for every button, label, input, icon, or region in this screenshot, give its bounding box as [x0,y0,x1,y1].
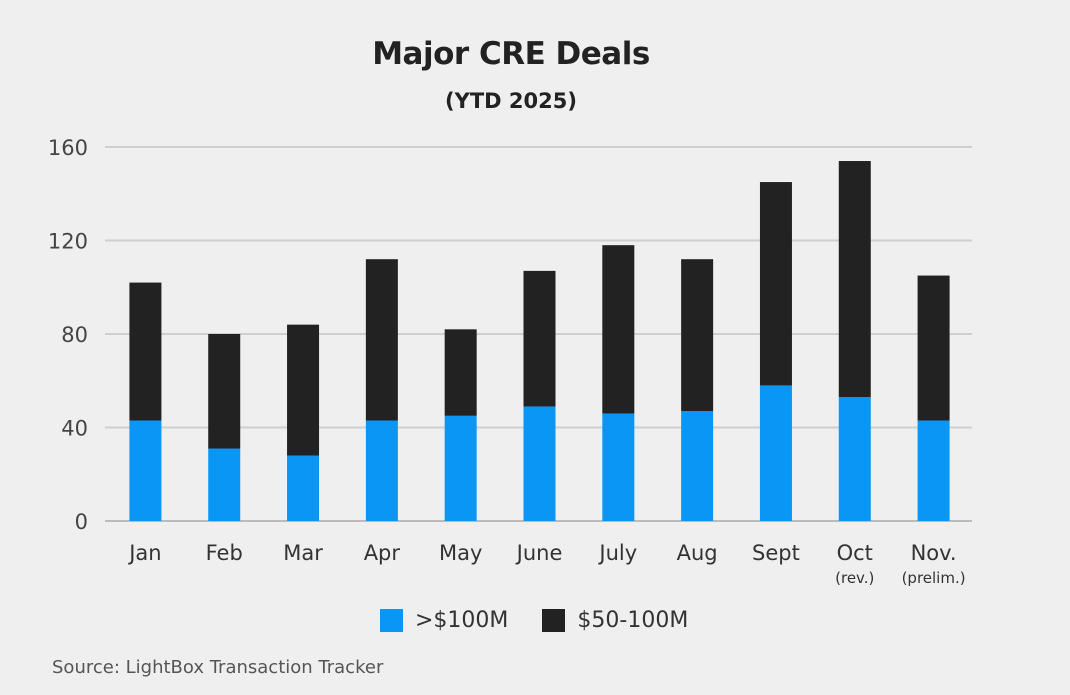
bar-50-100m [759,182,792,386]
bar-50-100m [523,270,556,407]
x-tick-label: Feb [206,541,243,565]
bar-50-100m [917,275,950,421]
bar-50-100m [287,324,320,456]
x-tick-label: July [597,541,637,565]
y-tick-label: 160 [48,136,88,160]
x-tick-label: Jan [127,541,161,565]
bar-over-100m [759,385,792,521]
bar-50-100m [602,245,635,414]
bar-over-100m [287,455,320,521]
bar-50-100m [365,259,398,421]
legend-label-over-100m: >$100M [415,608,509,633]
legend: >$100M $50-100M [380,608,722,633]
bar-over-100m [838,397,871,521]
x-tick-note: (prelim.) [902,569,966,587]
x-tick-label: Nov. [911,541,957,565]
bar-50-100m [208,334,241,449]
x-tick-label: June [515,541,563,565]
bar-over-100m [681,411,714,521]
bar-over-100m [523,406,556,521]
bar-50-100m [838,161,871,398]
bar-50-100m [681,259,714,412]
chart-title: Major CRE Deals [372,36,650,72]
bar-over-100m [129,420,162,521]
x-tick-label: Oct [837,541,873,565]
x-tick-label: Sept [752,541,800,565]
x-tick-label: Apr [364,541,401,565]
bar-over-100m [602,413,635,521]
bar-50-100m [444,329,477,416]
y-tick-label: 40 [61,417,88,441]
legend-swatch-50-100m [542,609,566,632]
bar-over-100m [444,415,477,521]
y-tick-label: 120 [48,230,88,254]
x-tick-label: May [439,541,482,565]
bar-over-100m [917,420,950,521]
legend-swatch-over-100m [380,609,403,632]
x-tick-label: Aug [677,541,718,565]
bar-50-100m [129,282,162,421]
source-note: Source: LightBox Transaction Tracker [52,657,384,678]
x-tick-note: (rev.) [835,569,874,587]
y-tick-label: 80 [61,323,88,347]
bar-over-100m [365,420,398,521]
chart-subtitle: (YTD 2025) [445,89,577,113]
x-tick-label: Mar [283,541,323,565]
legend-label-50-100m: $50-100M [577,608,689,633]
y-tick-label: 0 [75,510,88,534]
bar-over-100m [208,448,241,521]
